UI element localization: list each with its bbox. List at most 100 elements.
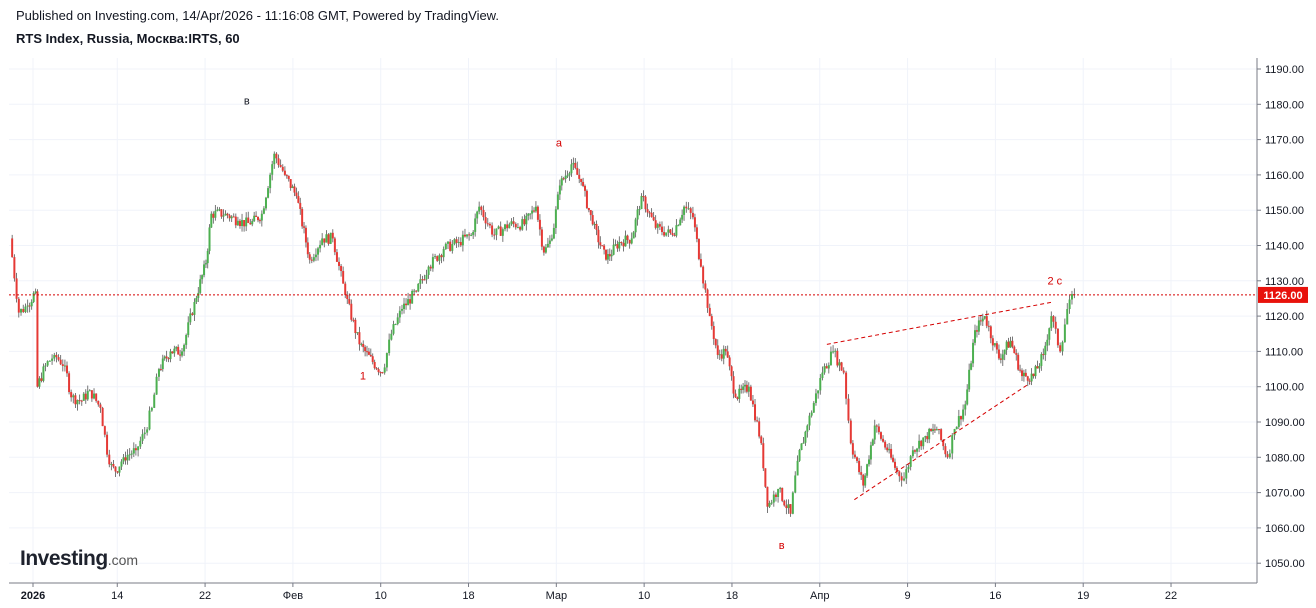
candle-up <box>118 466 121 473</box>
candle-down <box>995 343 998 350</box>
trendline[interactable] <box>854 382 1031 501</box>
candle-down <box>650 212 653 217</box>
candle-down <box>28 305 31 307</box>
candle-down <box>90 390 93 399</box>
candle-up <box>827 365 830 369</box>
candle-down <box>989 326 992 339</box>
candle-down <box>959 416 962 420</box>
candle-up <box>214 210 217 218</box>
candle-down <box>533 210 536 212</box>
candle-down <box>289 179 292 188</box>
candle-down <box>663 232 666 236</box>
candle-up <box>413 290 416 292</box>
candle-up <box>46 361 49 366</box>
candle-down <box>660 226 663 233</box>
candle-up <box>427 266 430 275</box>
candle-down <box>582 181 585 186</box>
candle-down <box>697 238 700 260</box>
candle-down <box>644 196 647 210</box>
y-tick-label: 1160.00 <box>1265 170 1304 182</box>
candle-down <box>455 239 458 243</box>
candle-up <box>93 393 96 399</box>
candle-down <box>366 351 369 353</box>
candle-up <box>86 391 89 400</box>
candle-down <box>584 185 587 191</box>
candle-up <box>932 429 935 431</box>
candle-down <box>304 227 307 243</box>
candle-up <box>53 354 56 359</box>
candle-up <box>552 227 555 239</box>
candle-down <box>1011 340 1014 347</box>
candle-down <box>486 223 489 225</box>
candle-down <box>1007 341 1010 348</box>
candle-up <box>417 283 420 292</box>
candle-up <box>640 196 643 210</box>
candle-up <box>185 335 188 345</box>
candle-up <box>438 255 441 261</box>
candle-down <box>699 259 702 267</box>
candle-up <box>72 395 75 398</box>
candle-down <box>671 233 674 235</box>
plot-area[interactable] <box>9 58 1257 583</box>
last-price-badge <box>1258 286 1308 303</box>
candle-down <box>299 202 302 209</box>
candle-up <box>20 309 23 313</box>
candle-up <box>738 388 741 399</box>
wave-label: в <box>779 540 785 552</box>
candle-up <box>566 175 569 177</box>
candle-up <box>957 416 960 427</box>
candle-down <box>856 457 859 461</box>
trendline[interactable] <box>826 301 1054 345</box>
candle-down <box>536 206 539 220</box>
candle-down <box>576 167 579 175</box>
candle-up <box>120 461 123 467</box>
candle-up <box>267 188 270 198</box>
candle-up <box>531 210 534 214</box>
candle-down <box>108 454 111 465</box>
candle-down <box>736 397 739 399</box>
candle-up <box>558 185 561 195</box>
candle-up <box>204 263 207 265</box>
candle-up <box>794 475 797 493</box>
candle-down <box>724 348 727 352</box>
candle-up <box>1040 354 1043 366</box>
candle-up <box>312 257 315 261</box>
candle-up <box>392 324 395 334</box>
candle-down <box>436 256 439 261</box>
candle-up <box>442 249 445 258</box>
candle-down <box>333 238 336 253</box>
candle-down <box>463 234 466 237</box>
candle-down <box>691 212 694 218</box>
candle-down <box>913 450 916 452</box>
candle-down <box>926 436 929 440</box>
wave-label: 1 <box>360 371 366 383</box>
x-tick-label: Апр <box>810 590 829 602</box>
candle-up <box>137 446 140 451</box>
candle-up <box>916 448 919 452</box>
candle-down <box>506 224 509 229</box>
candle-up <box>444 243 447 250</box>
candle-down <box>342 271 345 284</box>
candle-up <box>572 162 575 165</box>
candle-down <box>712 326 715 340</box>
candle-down <box>845 372 848 399</box>
candle-up <box>210 213 213 228</box>
candle-down <box>764 468 767 487</box>
y-tick-label: 1140.00 <box>1265 241 1304 253</box>
candle-up <box>779 487 782 490</box>
candle-up <box>829 351 832 366</box>
candle-up <box>744 384 747 387</box>
candle-up <box>983 316 986 319</box>
candle-up <box>76 400 79 405</box>
candle-up <box>1048 328 1051 340</box>
candle-down <box>488 223 491 226</box>
candle-down <box>165 356 168 359</box>
candle-down <box>59 359 62 365</box>
candle-down <box>940 429 943 440</box>
candle-up <box>968 369 971 390</box>
x-tick-label: Мар <box>546 590 568 602</box>
candle-up <box>128 454 131 456</box>
candle-down <box>745 384 748 392</box>
candle-down <box>825 366 828 369</box>
